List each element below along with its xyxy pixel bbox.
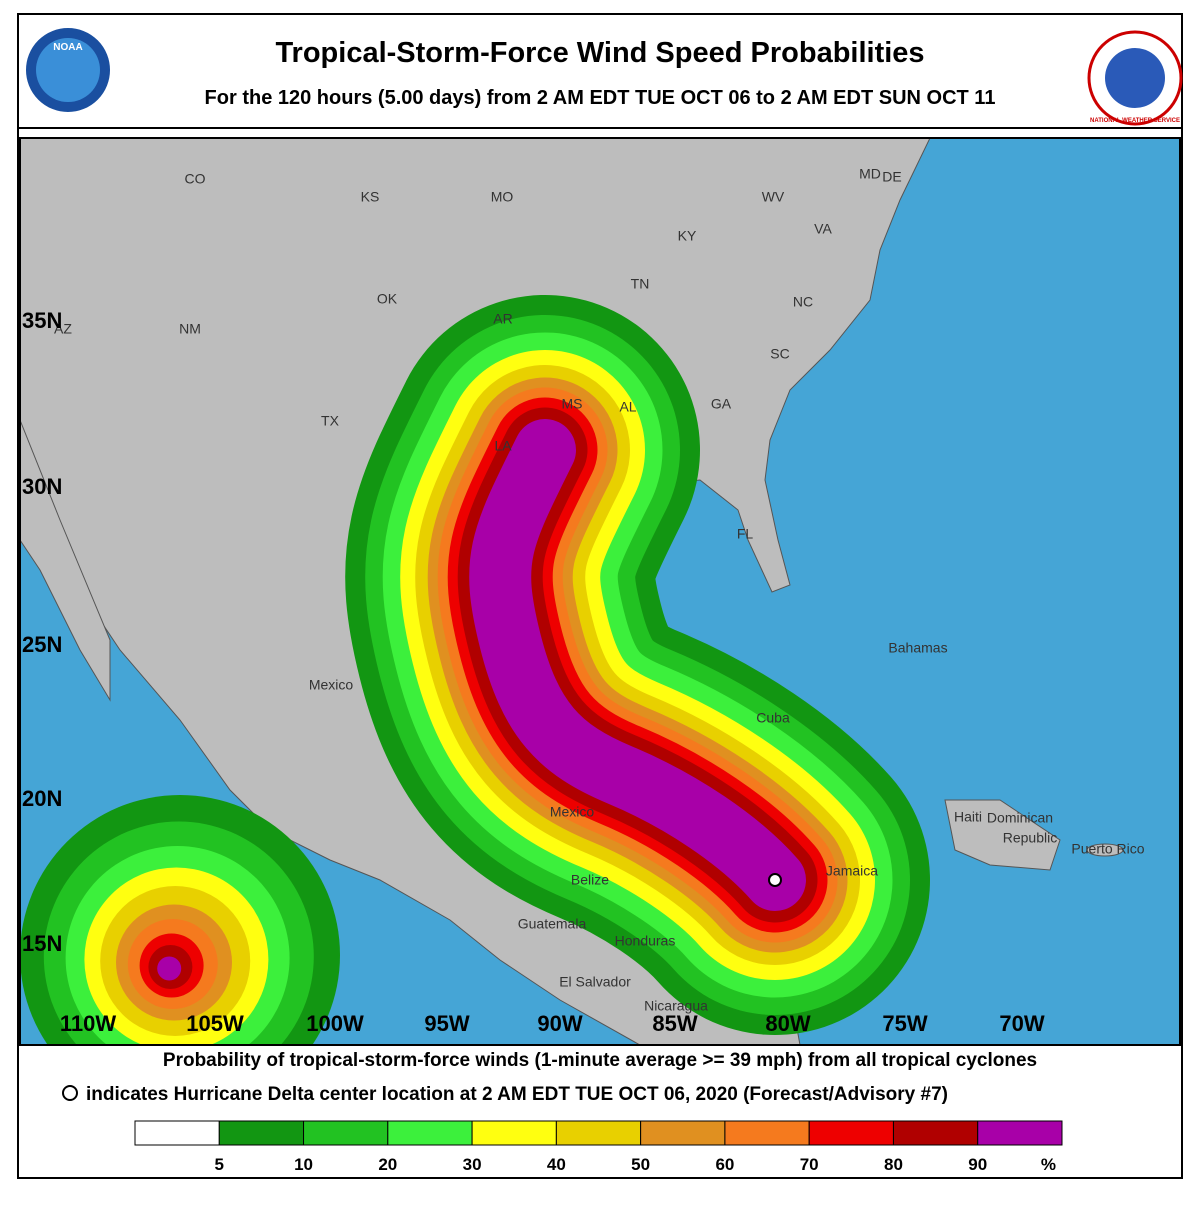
place-label: LA [494,438,512,454]
legend-label: 5 [215,1155,224,1174]
map: CO KS MO KY WV VA MD DE NM AZ OK AR TN NC SC TX MS AL GA LA… [20,138,1180,1045]
place-label: Jamaica [826,863,878,879]
place-labels: CO KS MO KY WV VA MD DE NM AZ OK AR TN NC SC TX MS AL GA LA… [54,166,1145,1014]
place-label: FL [737,526,754,542]
legend-label: 10 [294,1155,313,1174]
place-label: AL [619,399,636,415]
map-border [19,137,1181,1046]
swath-band [469,419,806,911]
place-label: OK [377,291,398,307]
legend-swatch [724,1120,810,1146]
legend-swatch [134,1120,220,1146]
place-label: SC [770,346,789,362]
lat-label: 35N [22,308,62,333]
noaa-text: NOAA [53,42,82,53]
legend-label: 90 [968,1155,987,1174]
place-label: AR [493,311,512,327]
place-label: Republic [1003,830,1057,846]
noaa-logo-inner [36,38,100,102]
lon-label: 105W [186,1011,244,1036]
legend-swatch [218,1120,305,1146]
legend-swatch [808,1120,894,1146]
legend-label: 40 [547,1155,566,1174]
legend-swatch [892,1120,979,1146]
lon-label: 90W [537,1011,582,1036]
title: Tropical-Storm-Force Wind Speed Probabil… [275,37,924,69]
legend-label: 30 [463,1155,482,1174]
puerto-rico [1086,843,1124,857]
lon-label: 85W [652,1011,697,1036]
legend-swatch [303,1120,389,1146]
lat-label: 25N [22,632,62,657]
legend-label: 70 [800,1155,819,1174]
place-label: GA [711,396,732,412]
place-label: DE [882,169,901,185]
storm-center [768,873,782,887]
place-label: KS [361,189,380,205]
place-label: Belize [571,872,609,888]
lat-label: 20N [22,786,62,811]
legend-label: 60 [715,1155,734,1174]
legend-swatch [640,1120,726,1146]
legend-label: 50 [631,1155,650,1174]
lon-label: 75W [882,1011,927,1036]
lon-label: 80W [765,1011,810,1036]
place-label: Mexico [309,677,354,693]
place-label: Haiti [954,809,982,825]
place-label: WV [762,189,785,205]
place-label: Dominican [987,810,1053,826]
legend-label: % [1041,1155,1056,1174]
lat-label: 30N [22,474,62,499]
place-label: NM [179,321,201,337]
legend-swatch [555,1120,642,1146]
place-label: AZ [54,321,72,337]
lon-label: 70W [999,1011,1044,1036]
legend-swatch [387,1120,473,1146]
place-label: NC [793,294,813,310]
footer-description: Probability of tropical-storm-force wind… [163,1050,1037,1071]
legend-label: 80 [884,1155,903,1174]
place-label: TX [321,413,340,429]
lat-label: 15N [22,931,62,956]
hispaniola [944,799,1061,871]
lon-label: 110W [60,1011,116,1036]
place-label: Mexico [550,804,595,820]
legend: 5 10 20 30 40 50 60 70 80 90% [134,1120,1063,1174]
lon-label: 95W [424,1011,469,1036]
place-label: Guatemala [518,916,587,932]
place-label: Cuba [756,710,790,726]
nws-text: NATIONAL WEATHER SERVICE [1090,118,1180,124]
lon-label: 100W [306,1011,364,1036]
place-label: El Salvador [559,974,631,990]
subtitle: For the 120 hours (5.00 days) from 2 AM … [205,87,996,109]
place-label: CO [185,171,206,187]
legend-swatch [471,1120,557,1146]
place-label: Honduras [615,933,676,949]
baja [20,419,111,702]
place-label: KY [678,228,697,244]
place-label: VA [814,221,832,237]
place-label: Nicaragua [644,998,708,1014]
axis-labels: 35N 30N 25N 20N 15N 110W 105W 100W 95W 90W 85W 80W 7… [22,308,1045,1036]
marker-symbol [62,1085,78,1101]
marker-note: indicates Hurricane Delta center locatio… [86,1084,948,1105]
place-label: MD [859,166,881,182]
place-label: Puerto Rico [1071,841,1144,857]
place-label: MO [491,189,514,205]
legend-label: 20 [378,1155,397,1174]
place-label: MS [562,396,583,412]
place-label: Bahamas [888,640,947,656]
place-label: TN [631,276,650,292]
probability-swath [20,295,930,1045]
nws-logo-inner [1105,48,1165,108]
legend-swatch [977,1120,1063,1146]
pacific-band [157,956,182,981]
